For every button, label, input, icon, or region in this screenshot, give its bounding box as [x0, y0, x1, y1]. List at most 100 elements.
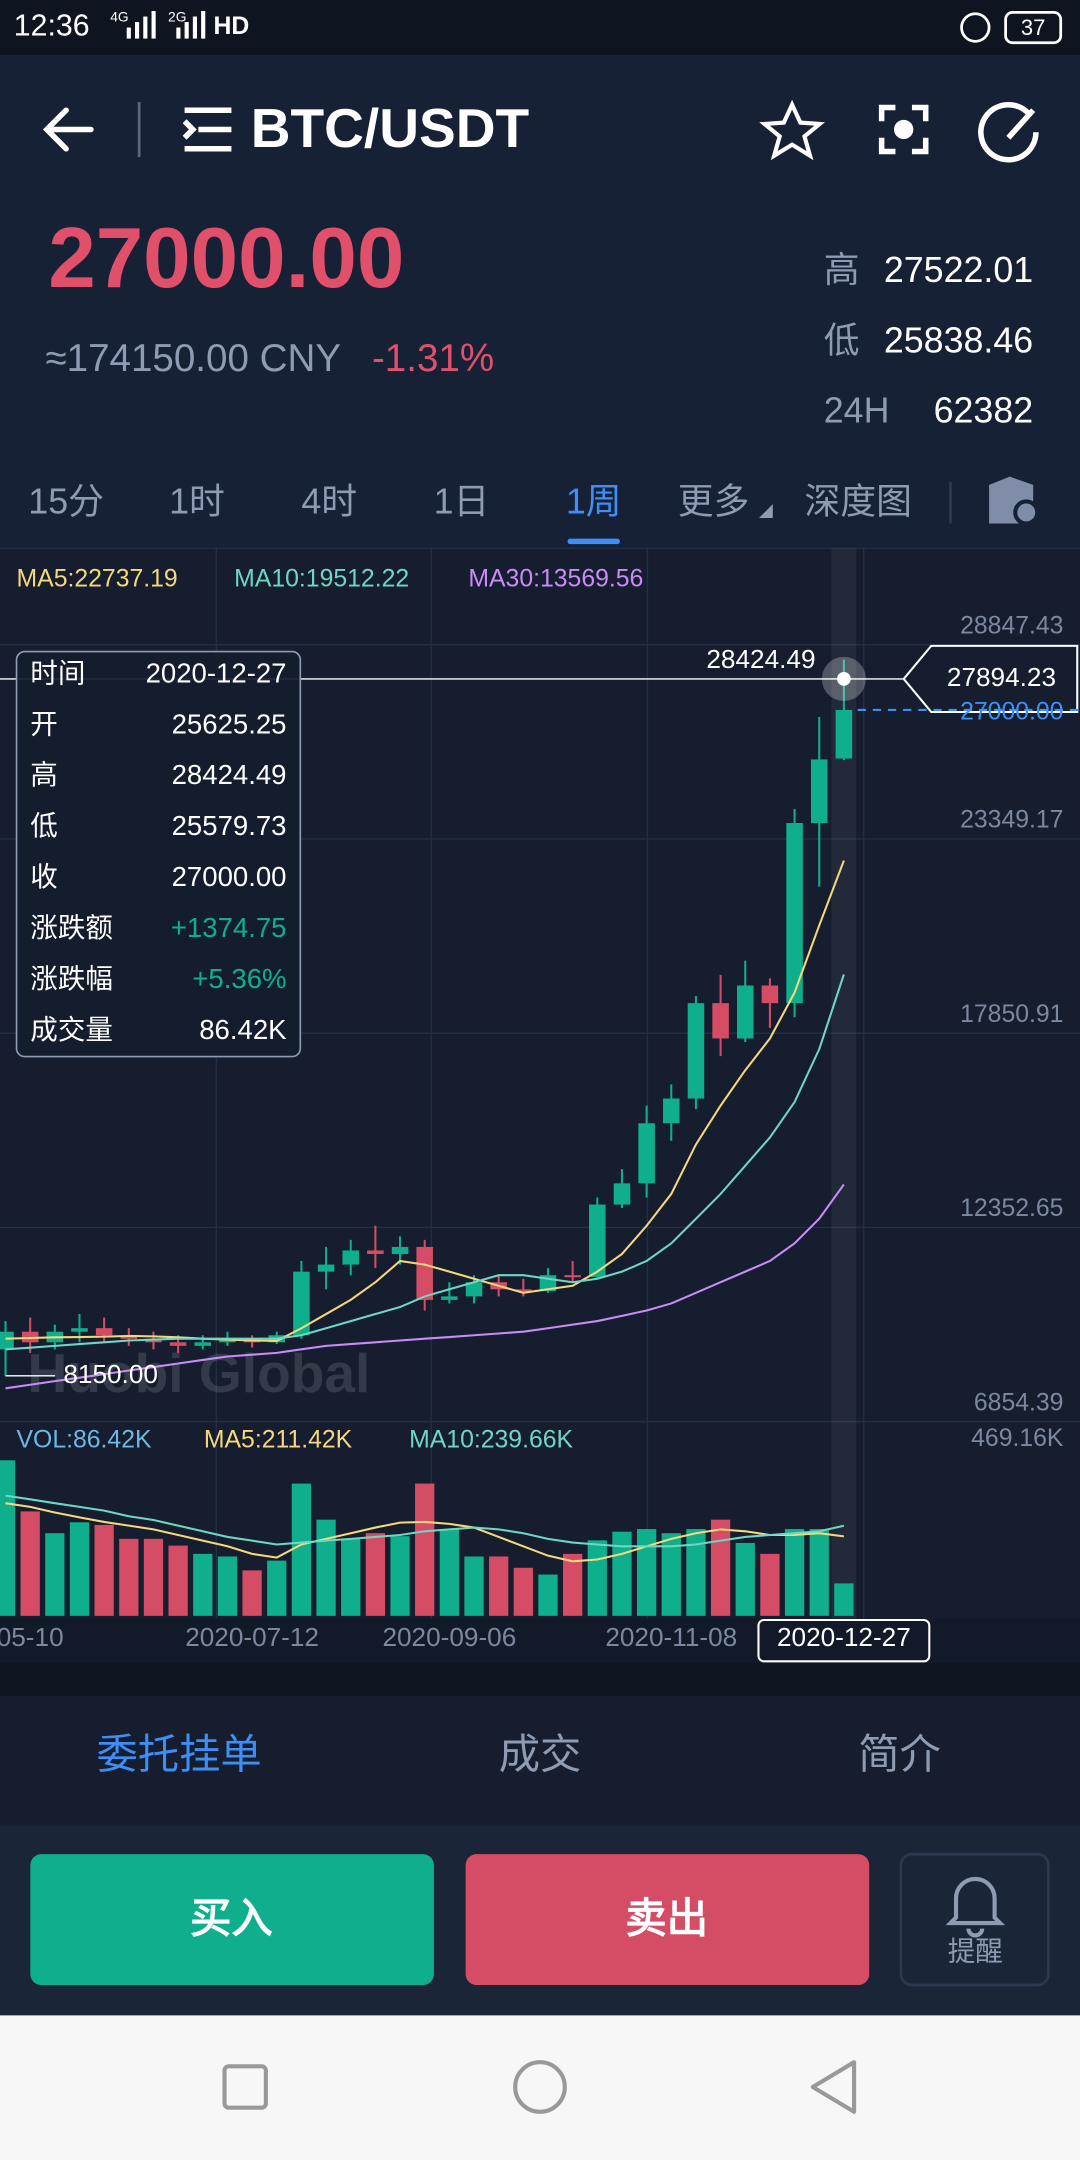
tooltip-key: 成交量	[30, 1014, 113, 1045]
pair-title: BTC/USDT	[251, 97, 530, 159]
candle-body	[391, 1246, 409, 1254]
x-tick-label: 2020-11-08	[605, 1622, 737, 1652]
ma-line	[5, 1183, 845, 1390]
volume-bar	[365, 1533, 386, 1616]
v-grid	[215, 548, 865, 1619]
volume-bar	[661, 1533, 681, 1616]
buy-button[interactable]	[30, 1854, 434, 1986]
fullscreen-button[interactable]	[878, 104, 929, 155]
tooltip-value: 2020-12-27	[146, 657, 287, 688]
tooltip-key: 高	[30, 759, 58, 790]
volume-bar	[242, 1570, 262, 1616]
home-button[interactable]	[513, 2060, 567, 2114]
back-button[interactable]	[42, 107, 94, 152]
kline-chart: 28847.43 23349.17 17850.91 12352.65 6854.39 M…	[0, 548, 1080, 1663]
net-label: 4G	[110, 10, 128, 25]
volume-bar	[168, 1545, 188, 1616]
stat-value: 27522.01	[884, 250, 1033, 290]
period-tab[interactable]: 15分	[28, 482, 104, 522]
candle-body	[465, 1282, 483, 1297]
volume-bar	[390, 1536, 410, 1616]
volume-bar	[760, 1553, 780, 1616]
lock-icon	[960, 12, 991, 43]
candle-body	[515, 1289, 532, 1292]
candle-body	[293, 1271, 310, 1336]
battery-level: 37	[1021, 15, 1046, 40]
period-tab[interactable]: 深度图	[805, 482, 912, 522]
candle-body	[416, 1246, 433, 1300]
volume-bar	[20, 1511, 40, 1616]
candle-body	[589, 1204, 606, 1277]
tooltip-key: 低	[30, 810, 58, 841]
tooltip-value: +5.36%	[192, 963, 286, 994]
bottom-tab[interactable]: 成交	[499, 1732, 582, 1778]
candle-body	[687, 1003, 705, 1099]
y-tick-label: 6854.39	[974, 1389, 1064, 1416]
volume-bar	[735, 1542, 755, 1616]
period-tabs: 15分 1时 4时 1日 1周 更多 深度图	[28, 482, 912, 545]
bottom-tab[interactable]: 简介	[858, 1732, 941, 1778]
volume-bar	[612, 1531, 632, 1616]
tooltip-key: 收	[30, 861, 58, 892]
last-price: 27000.00	[48, 211, 404, 306]
candle-body	[120, 1335, 138, 1339]
tooltip-value: 28424.49	[172, 759, 287, 790]
period-tab[interactable]: 1日	[434, 482, 490, 522]
candle-body	[663, 1098, 680, 1124]
candle-body	[194, 1342, 212, 1346]
tooltip-key: 时间	[30, 657, 85, 688]
tab-underline	[567, 538, 620, 545]
ma-legend: MA10:19512.22	[234, 565, 409, 592]
share-button[interactable]	[978, 101, 1039, 163]
stat-label: 24H	[824, 391, 890, 431]
change-percent: -1.31%	[372, 337, 494, 380]
volume-bar	[710, 1519, 731, 1616]
bottom-tabs-bg	[0, 1695, 1080, 1826]
volume-bar	[784, 1529, 805, 1616]
bottom-tab[interactable]: 委托挂单	[96, 1732, 261, 1778]
period-tab[interactable]: 4时	[301, 482, 357, 522]
ma-legend: MA5:22737.19	[17, 565, 178, 592]
volume-bar	[489, 1556, 509, 1616]
candle-body	[712, 1003, 729, 1039]
buy-label: 买入	[190, 1896, 273, 1942]
crosshair-dot	[836, 672, 851, 686]
menu-button[interactable]	[182, 107, 232, 152]
volume-bar	[143, 1538, 164, 1616]
gap	[0, 1662, 1080, 1696]
tooltip-value: +1374.75	[171, 912, 287, 943]
crosshair-price: 27894.23	[947, 662, 1056, 692]
volume-bar	[316, 1519, 336, 1616]
volume-bar	[94, 1524, 114, 1616]
candle-body	[736, 985, 754, 1039]
sell-button[interactable]	[465, 1854, 870, 1986]
signal	[176, 11, 206, 39]
volume-bar	[513, 1567, 533, 1616]
tooltip-key: 开	[30, 708, 58, 739]
high-label: 28424.49	[706, 644, 815, 674]
stat-value: 62382	[934, 391, 1034, 431]
nav-bar	[0, 2015, 1080, 2160]
vol-ma-legend: MA10:239.66K	[409, 1426, 573, 1453]
period-tab[interactable]: 1周	[566, 482, 622, 522]
stats: 高 27522.01 低 25838.46 24H 62382	[824, 250, 1033, 431]
chart-settings-button[interactable]	[989, 476, 1040, 526]
stat-label: 高	[824, 250, 860, 290]
candle-body	[317, 1264, 335, 1272]
bottom-tabs: 委托挂单 成交 简介	[96, 1732, 940, 1778]
period-tab[interactable]: 1时	[169, 482, 225, 522]
x-tick-label: 05-10	[0, 1622, 64, 1652]
y-tick-label: 12352.65	[960, 1195, 1063, 1222]
alert-button[interactable]	[899, 1852, 1050, 1987]
volume-bar	[267, 1560, 287, 1616]
favorite-button[interactable]	[759, 99, 825, 161]
sell-label: 卖出	[625, 1896, 708, 1942]
back-nav-button[interactable]	[810, 2060, 857, 2114]
tooltip-value: 25625.25	[172, 708, 287, 739]
volume-bar	[686, 1529, 706, 1616]
candle-body	[786, 822, 803, 1004]
volume-bar	[834, 1583, 854, 1616]
period-tab[interactable]: 更多	[678, 482, 750, 522]
recent-button[interactable]	[222, 2064, 268, 2110]
